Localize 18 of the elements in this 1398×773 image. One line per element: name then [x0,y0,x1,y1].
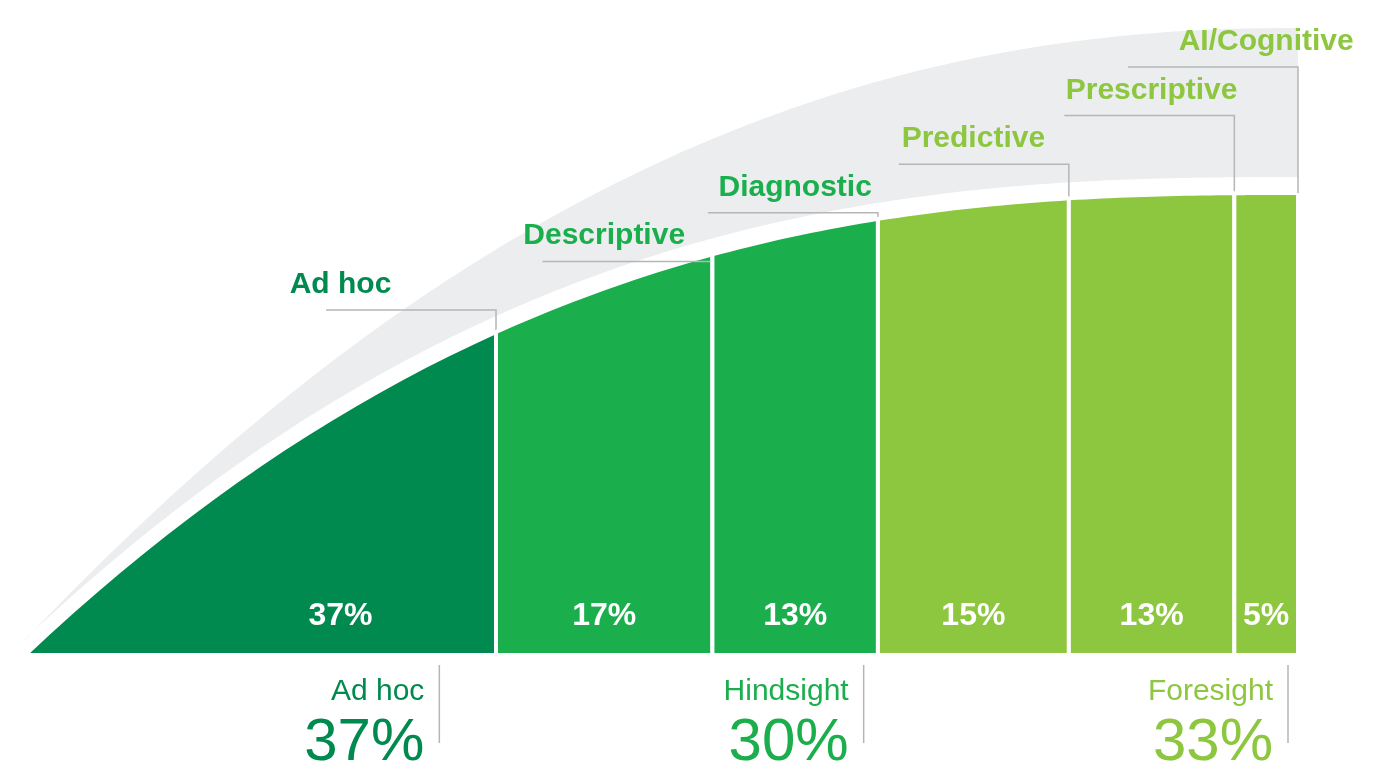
category-label: AI/Cognitive [1178,23,1354,56]
text: 30% [728,706,849,773]
category-label: Predictive [901,120,1046,154]
data-label: 17% [572,596,637,632]
text: Hindsight [723,673,850,706]
text: 33% [1152,706,1273,773]
text: Ad hoc [330,673,425,706]
data-label: 5% [1243,596,1290,632]
category-label: Prescriptive [1065,71,1238,105]
text: 37% [304,706,425,773]
category-label: Diagnostic [718,168,872,202]
data-label: 13% [763,596,828,632]
category-label: Ad hoc [289,266,392,299]
data-label: 37% [308,596,373,632]
data-label: 13% [1119,596,1184,632]
text: Foresight [1147,673,1274,706]
category-label: Descriptive [523,217,686,251]
data-label: 15% [941,596,1006,632]
